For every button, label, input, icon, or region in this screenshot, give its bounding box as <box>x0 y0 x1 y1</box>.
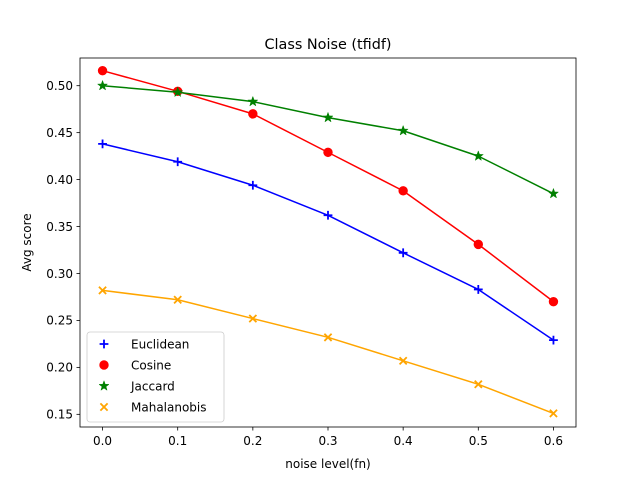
x-tick-label: 0.0 <box>93 434 112 448</box>
y-tick-label: 0.35 <box>46 220 73 234</box>
series-mahalanobis <box>98 286 558 418</box>
y-tick-label: 0.45 <box>46 126 73 140</box>
data-point-euclidean <box>323 210 333 220</box>
data-point-jaccard <box>472 150 484 161</box>
legend: Euclidean Cosine Jaccard Mahalanobis <box>86 331 225 423</box>
data-point-cosine <box>548 296 559 307</box>
legend-entries: Euclidean Cosine Jaccard Mahalanobis <box>98 337 207 414</box>
data-point-euclidean <box>98 139 107 149</box>
y-tick-label: 0.30 <box>46 267 73 281</box>
data-point-jaccard <box>322 111 334 123</box>
legend-marker-mahalanobis <box>99 402 109 412</box>
data-point-mahalanobis <box>549 409 558 418</box>
data-point-mahalanobis <box>248 314 258 323</box>
data-point-cosine <box>97 65 108 76</box>
data-point-mahalanobis <box>173 295 182 305</box>
data-point-jaccard <box>172 86 184 98</box>
y-tick-label: 0.50 <box>46 79 73 93</box>
legend-marker-euclidean <box>99 339 109 349</box>
y-tick-label: 0.15 <box>46 408 73 422</box>
data-point-euclidean <box>248 180 258 190</box>
legend-entry-cosine: Cosine <box>99 358 171 372</box>
legend-box <box>86 331 225 423</box>
y-tick-label: 0.20 <box>46 361 73 375</box>
legend-marker-jaccard <box>98 380 110 391</box>
y-tick-label: 0.25 <box>46 314 73 328</box>
data-point-jaccard <box>397 124 409 136</box>
data-point-euclidean <box>473 285 483 294</box>
data-point-jaccard <box>96 79 109 91</box>
legend-label: Jaccard <box>130 379 175 393</box>
series-jaccard <box>96 79 560 199</box>
x-tick-label: 0.4 <box>394 434 413 448</box>
x-tick-label: 0.2 <box>243 434 262 448</box>
chart-title: Class Noise (tfidf) <box>264 37 391 53</box>
y-axis-label: Avg score <box>20 213 34 271</box>
data-point-cosine <box>473 239 484 250</box>
data-point-jaccard <box>547 187 560 199</box>
x-axis-label: noise level(fn) <box>285 457 370 471</box>
legend-label: Mahalanobis <box>131 400 207 414</box>
data-point-cosine <box>323 147 333 158</box>
legend-marker-cosine <box>99 360 109 370</box>
data-point-cosine <box>248 109 258 119</box>
series-layer <box>96 65 560 418</box>
legend-entry-euclidean: Euclidean <box>99 337 189 351</box>
data-point-mahalanobis <box>98 286 107 295</box>
data-point-mahalanobis <box>398 356 408 366</box>
y-axis-ticks: 0.15 0.20 0.25 0.30 0.35 0.40 0.45 0.50 <box>46 79 80 422</box>
legend-label: Cosine <box>131 358 171 372</box>
data-point-euclidean <box>398 248 408 258</box>
data-point-mahalanobis <box>323 333 333 342</box>
data-point-mahalanobis <box>474 380 483 389</box>
x-tick-label: 0.5 <box>469 434 488 448</box>
legend-entry-mahalanobis: Mahalanobis <box>99 400 207 414</box>
x-tick-label: 0.1 <box>168 434 187 448</box>
data-point-jaccard <box>247 95 259 107</box>
data-point-euclidean <box>173 157 183 167</box>
data-point-cosine <box>398 186 408 196</box>
x-tick-label: 0.6 <box>544 434 563 448</box>
data-point-euclidean <box>549 335 558 345</box>
legend-entry-jaccard: Jaccard <box>98 379 175 393</box>
y-tick-label: 0.40 <box>46 173 73 187</box>
x-tick-label: 0.3 <box>318 434 337 448</box>
x-axis-ticks: 0.0 0.1 0.2 0.3 0.4 0.5 0.6 <box>93 427 563 448</box>
legend-label: Euclidean <box>131 337 189 351</box>
series-euclidean <box>98 139 558 345</box>
